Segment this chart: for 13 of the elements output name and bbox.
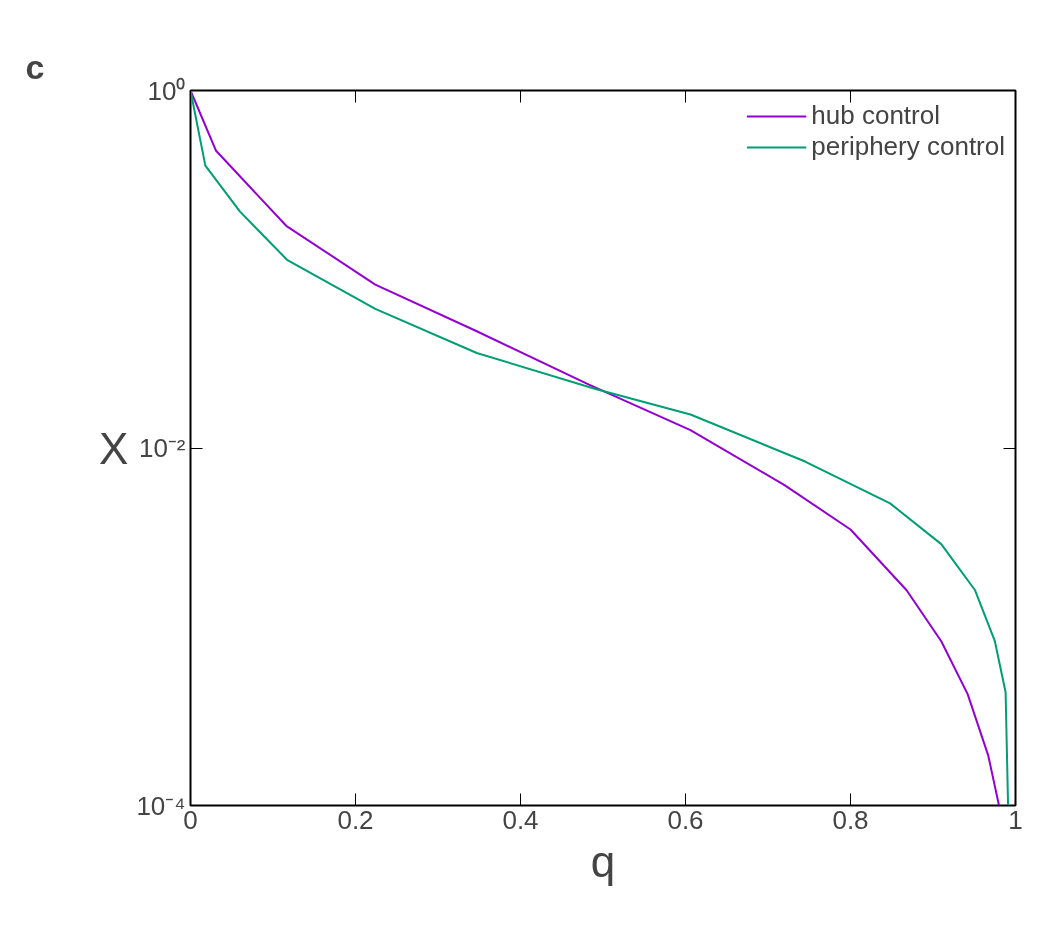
y-tick-label: 10⁰ bbox=[147, 75, 186, 106]
chart-title: c bbox=[25, 47, 45, 86]
x-tick-label: 0.2 bbox=[337, 804, 374, 835]
x-tick-label: 0.8 bbox=[832, 804, 869, 835]
x-tick-label: 1 bbox=[1008, 804, 1023, 835]
x-tick-label: 0 bbox=[183, 804, 198, 835]
y-tick-label: 10⁻² bbox=[138, 433, 186, 463]
x-axis-title: q bbox=[590, 836, 616, 886]
y-axis-title: X bbox=[99, 423, 129, 473]
legend-label: periphery control bbox=[811, 131, 1005, 162]
legend-label: hub control bbox=[811, 100, 940, 131]
x-tick-label: 0.6 bbox=[667, 804, 704, 835]
x-tick-label: 0.4 bbox=[502, 804, 539, 835]
